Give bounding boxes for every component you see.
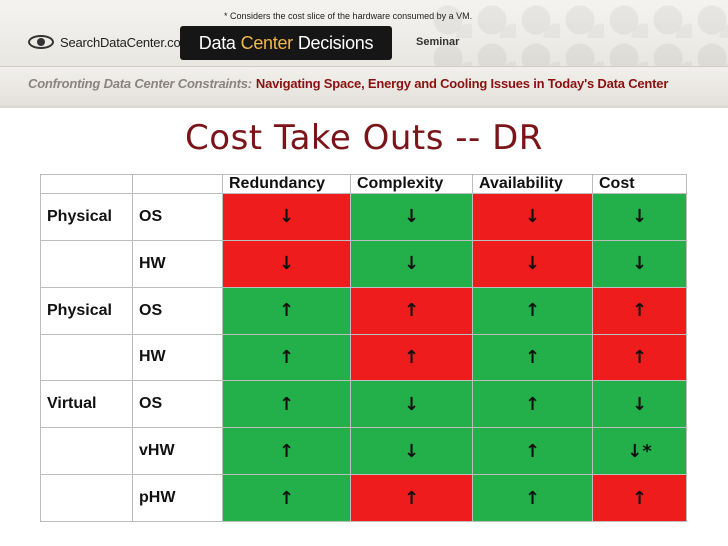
arrow-up-icon: ↑ <box>472 286 593 335</box>
seminar-label: Seminar <box>416 36 460 48</box>
event-word-1: Data <box>198 32 236 53</box>
row-component: HW <box>132 333 223 382</box>
event-word-3: Decisions <box>297 32 374 53</box>
subtitle-rest: Navigating Space, Energy and Cooling Iss… <box>255 76 669 91</box>
arrow-up-icon: ↑ <box>222 286 351 335</box>
table-body: Physical OS ↓ ↓ ↓ ↓ HW ↓ ↓ ↓ ↓ Physical OS ↑ ↑ ↑ ↑ HW ↑ ↑ ↑ ↑… <box>40 193 687 522</box>
banner-subtitle: Confronting Data Center Constraints: Navi… <box>28 76 668 91</box>
arrow-up-icon: ↑ <box>472 380 593 429</box>
arrow-up-icon: ↑ <box>350 474 473 522</box>
logo-text: SearchDataCenter.com <box>60 34 192 50</box>
subtitle-lead: Confronting Data Center Constraints: <box>28 76 252 91</box>
column-header <box>132 174 223 194</box>
arrow-up-icon: ↑ <box>472 333 593 382</box>
searchdatacenter-logo: SearchDataCenter.com <box>28 30 191 54</box>
arrow-up-icon: ↑ <box>350 333 473 382</box>
table-header-row: Redundancy Complexity Availability Cost <box>40 174 687 194</box>
row-component: OS <box>132 380 223 429</box>
arrow-down-icon: ↓ <box>592 380 687 429</box>
header-banner: * Considers the cost slice of the hardwa… <box>0 0 728 108</box>
arrow-down-icon: ↓ <box>350 239 473 288</box>
table-row: Virtual OS ↑ ↓ ↑ ↓ <box>40 380 687 429</box>
column-header: Complexity <box>350 174 473 194</box>
arrow-down-icon: ↓ <box>350 380 473 429</box>
subtitle-strip <box>0 66 728 105</box>
arrow-up-icon: ↑ <box>472 427 593 476</box>
row-category <box>40 239 133 288</box>
row-category <box>40 333 133 382</box>
table-row: pHW ↑ ↑ ↑ ↑ <box>40 474 687 522</box>
row-category: Physical <box>40 286 133 335</box>
row-component: OS <box>132 193 223 241</box>
arrow-down-icon: ↓ <box>222 239 351 288</box>
row-category <box>40 427 133 476</box>
event-logo: Data Center Decisions <box>180 26 392 60</box>
column-header: Availability <box>472 174 593 194</box>
row-component: pHW <box>132 474 223 522</box>
arrow-up-icon: ↑ <box>222 380 351 429</box>
table-row: HW ↓ ↓ ↓ ↓ <box>40 239 687 288</box>
row-category <box>40 474 133 522</box>
arrow-down-icon: ↓ <box>472 239 593 288</box>
eye-logo-icon <box>28 33 58 51</box>
arrow-up-icon: ↑ <box>222 427 351 476</box>
row-component: OS <box>132 286 223 335</box>
event-word-2: Center <box>240 32 294 53</box>
column-header: Redundancy <box>222 174 351 194</box>
arrow-up-icon: ↑ <box>592 333 687 382</box>
arrow-up-icon: ↑ <box>592 286 687 335</box>
arrow-down-icon: ↓ <box>592 239 687 288</box>
column-header <box>40 174 133 194</box>
row-component: HW <box>132 239 223 288</box>
banner-pattern <box>428 0 728 70</box>
arrow-up-icon: ↑ <box>222 474 351 522</box>
column-header: Cost <box>592 174 687 194</box>
arrow-up-icon: ↑ <box>222 333 351 382</box>
arrow-down-icon: ↓ <box>350 193 473 241</box>
row-category: Physical <box>40 193 133 241</box>
table-row: vHW ↑ ↓ ↑ ↓* <box>40 427 687 476</box>
table-row: HW ↑ ↑ ↑ ↑ <box>40 333 687 382</box>
arrow-down-icon: ↓ <box>222 193 351 241</box>
arrow-down-icon: ↓ <box>472 193 593 241</box>
arrow-up-icon: ↑ <box>350 286 473 335</box>
arrow-down-icon: ↓ <box>350 427 473 476</box>
dr-cost-table: Redundancy Complexity Availability Cost Phy… <box>40 174 687 522</box>
arrow-down-icon: ↓* <box>592 427 687 476</box>
arrow-up-icon: ↑ <box>592 474 687 522</box>
slide-title: Cost Take Outs -- DR <box>185 118 543 158</box>
row-category: Virtual <box>40 380 133 429</box>
row-component: vHW <box>132 427 223 476</box>
arrow-up-icon: ↑ <box>472 474 593 522</box>
footnote: * Considers the cost slice of the hardwa… <box>224 11 473 21</box>
table-row: Physical OS ↑ ↑ ↑ ↑ <box>40 286 687 335</box>
arrow-down-icon: ↓ <box>592 193 687 241</box>
table-row: Physical OS ↓ ↓ ↓ ↓ <box>40 193 687 241</box>
